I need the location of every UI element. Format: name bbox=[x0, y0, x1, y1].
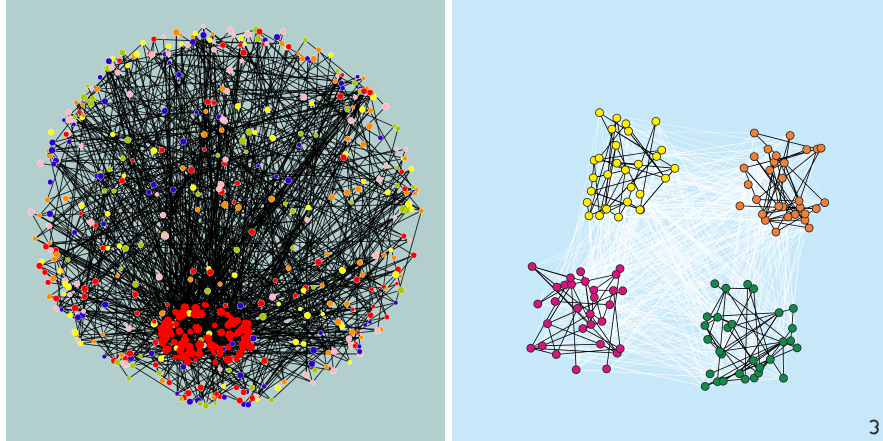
watermark-icon bbox=[869, 419, 879, 435]
right-nodes bbox=[526, 108, 830, 391]
watermark-logo bbox=[867, 419, 881, 438]
right-clustered-network-graph bbox=[452, 0, 883, 441]
right-network-panel bbox=[452, 0, 883, 441]
left-nodes bbox=[27, 24, 425, 410]
left-network-panel bbox=[6, 0, 445, 441]
left-network-graph bbox=[6, 0, 445, 441]
